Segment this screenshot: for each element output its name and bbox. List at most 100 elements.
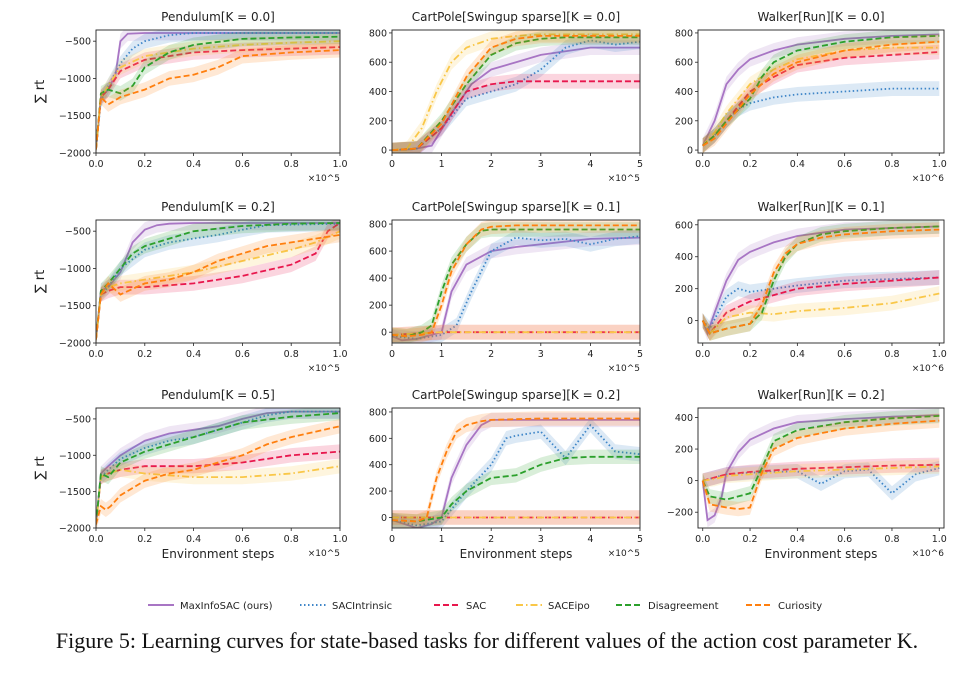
series-line bbox=[96, 222, 340, 340]
x-tick-label: 0.6 bbox=[235, 159, 250, 170]
x-tick-label: 0.2 bbox=[742, 349, 757, 360]
series-line bbox=[96, 412, 340, 525]
x-tick-label: 3 bbox=[538, 534, 544, 545]
x-tick-label: 0.8 bbox=[884, 349, 899, 360]
y-tick-label: −1000 bbox=[59, 74, 91, 85]
y-tick-label: −500 bbox=[65, 227, 91, 238]
series-line bbox=[96, 465, 340, 525]
axes-frame bbox=[697, 219, 945, 344]
figure-caption: Figure 5: Learning curves for state-base… bbox=[0, 628, 974, 654]
y-tick-label: 0 bbox=[381, 146, 387, 157]
series-band bbox=[96, 444, 340, 528]
chart-title: Pendulum[K = 0.2] bbox=[161, 200, 275, 214]
x-tick-label: 0.2 bbox=[742, 534, 757, 545]
series-band bbox=[392, 324, 640, 343]
series-band bbox=[96, 220, 340, 343]
plot-area bbox=[392, 30, 640, 153]
series-band bbox=[392, 324, 640, 343]
series-line bbox=[701, 225, 940, 337]
chart-panel: 0.0 0.2 0.4 0.6 0.8 1.0 ×10^6 −200 0 200 400 Walker… bbox=[667, 388, 947, 561]
legend-label: SACIntrinsic bbox=[332, 601, 392, 612]
x-multiplier: ×10^6 bbox=[912, 174, 945, 184]
plot-area bbox=[701, 30, 940, 153]
chart-panel: 0.0 0.2 0.4 0.6 0.8 1.0 ×10^5 −2000 −1500 −1000 −5… bbox=[33, 200, 348, 374]
series-line bbox=[96, 234, 340, 340]
series-line bbox=[392, 80, 640, 151]
series-line bbox=[702, 276, 940, 331]
axes-frame bbox=[697, 407, 945, 529]
x-tick-label: 0.8 bbox=[884, 534, 899, 545]
legend-entry: MaxInfoSAC (ours) bbox=[148, 601, 273, 612]
series-band bbox=[96, 33, 340, 153]
y-tick-label: 200 bbox=[675, 284, 693, 295]
x-tick-label: 0.2 bbox=[137, 349, 152, 360]
x-tick-label: 5 bbox=[637, 349, 643, 360]
x-tick-label: 0.4 bbox=[790, 159, 805, 170]
series-band bbox=[392, 411, 640, 528]
chart-title: Pendulum[K = 0.0] bbox=[161, 10, 275, 24]
axes-frame bbox=[95, 219, 341, 344]
legend-label: MaxInfoSAC (ours) bbox=[180, 601, 273, 612]
x-tick-label: 0.6 bbox=[837, 534, 852, 545]
axes-frame bbox=[95, 407, 341, 529]
x-tick-label: 0.6 bbox=[235, 349, 250, 360]
series-line bbox=[96, 222, 340, 340]
chart-title: Walker[Run][K = 0.2] bbox=[758, 388, 885, 402]
x-tick-label: 0.4 bbox=[790, 349, 805, 360]
series-band bbox=[392, 228, 640, 343]
y-tick-label: 0 bbox=[381, 513, 387, 524]
y-tick-label: 600 bbox=[675, 58, 693, 69]
y-tick-label: 600 bbox=[369, 58, 387, 69]
series-line bbox=[96, 230, 340, 340]
chart-title: Walker[Run][K = 0.0] bbox=[758, 10, 885, 24]
series-band bbox=[702, 81, 940, 153]
series-band bbox=[702, 270, 940, 341]
series-line bbox=[392, 235, 640, 340]
x-tick-label: 0.8 bbox=[284, 349, 299, 360]
series-band bbox=[392, 30, 640, 153]
y-tick-label: −1500 bbox=[59, 487, 91, 498]
series-line bbox=[701, 228, 940, 335]
x-axis-label: Environment steps bbox=[765, 547, 878, 561]
plot-area bbox=[392, 411, 640, 528]
x-tick-label: 0.0 bbox=[695, 349, 710, 360]
series-line bbox=[96, 222, 340, 340]
x-tick-label: 0 bbox=[389, 534, 395, 545]
x-multiplier: ×10^5 bbox=[308, 364, 340, 374]
y-tick-label: −2000 bbox=[59, 339, 91, 350]
y-tick-label: 200 bbox=[675, 445, 693, 456]
legend-entry: SACEipo bbox=[516, 601, 590, 612]
axes-frame bbox=[391, 219, 641, 344]
series-band bbox=[392, 449, 640, 528]
x-tick-label: 1 bbox=[439, 534, 445, 545]
y-tick-label: 0 bbox=[381, 328, 387, 339]
chart-panel: 0 1 2 3 4 5 ×10^5 0 200 400 600 800 CartPole[Swingup… bbox=[369, 200, 643, 374]
x-tick-label: 4 bbox=[587, 349, 593, 360]
x-multiplier: ×10^6 bbox=[912, 364, 945, 374]
y-tick-label: 800 bbox=[369, 407, 387, 418]
legend-label: Curiosity bbox=[778, 601, 822, 612]
y-tick-label: 800 bbox=[675, 28, 693, 39]
x-tick-label: 3 bbox=[538, 159, 544, 170]
series-line bbox=[702, 463, 940, 482]
series-band bbox=[392, 412, 640, 528]
x-tick-label: 2 bbox=[488, 349, 494, 360]
series-line bbox=[392, 224, 640, 338]
series-band bbox=[702, 30, 940, 153]
y-tick-label: −1000 bbox=[59, 451, 91, 462]
series-band bbox=[392, 30, 640, 153]
series-line bbox=[702, 87, 940, 147]
series-band bbox=[392, 30, 640, 153]
plot-area bbox=[96, 30, 340, 153]
series-line bbox=[96, 35, 340, 150]
x-tick-label: 0.8 bbox=[884, 159, 899, 170]
x-tick-label: 1.0 bbox=[932, 349, 947, 360]
series-line bbox=[96, 425, 340, 525]
series-line bbox=[702, 35, 940, 147]
x-tick-label: 3 bbox=[538, 349, 544, 360]
series-band bbox=[702, 220, 940, 341]
y-tick-label: 800 bbox=[369, 220, 387, 231]
series-line bbox=[701, 292, 940, 335]
x-tick-label: 4 bbox=[587, 159, 593, 170]
series-line bbox=[702, 40, 940, 147]
